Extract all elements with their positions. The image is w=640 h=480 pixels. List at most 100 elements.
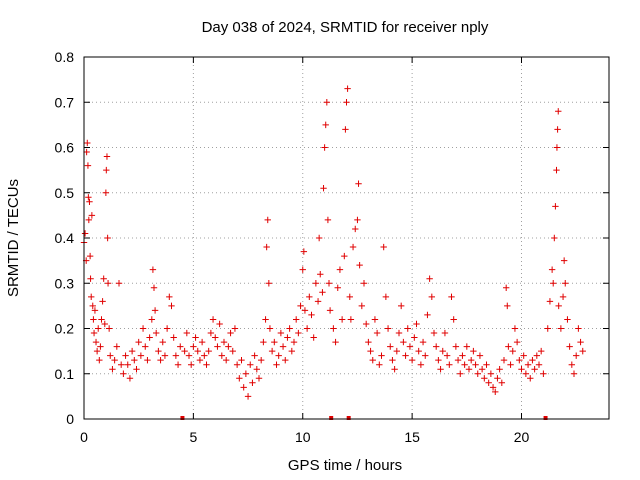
- data-point: [263, 243, 270, 251]
- data-point: [149, 266, 157, 273]
- data-point: [408, 356, 416, 364]
- data-point: [135, 338, 142, 346]
- data-point: [507, 361, 514, 368]
- data-point: [321, 144, 328, 151]
- data-point: [365, 338, 372, 346]
- data-point: [236, 375, 243, 382]
- data-point: [320, 185, 327, 192]
- data-point: [391, 366, 398, 373]
- data-point: [299, 266, 306, 273]
- data-point: [516, 356, 523, 364]
- data-point: [579, 347, 586, 355]
- data-point: [330, 325, 337, 332]
- data-point: [552, 203, 559, 210]
- data-point: [257, 356, 265, 364]
- data-point: [163, 325, 171, 332]
- data-point: [332, 338, 339, 346]
- data-point: [266, 325, 274, 332]
- data-point: [344, 85, 351, 92]
- data-point: [384, 325, 392, 332]
- data-point: [415, 347, 422, 355]
- data-point: [376, 361, 383, 368]
- data-point: [509, 347, 516, 355]
- data-point: [91, 307, 99, 314]
- data-point: [115, 280, 123, 287]
- data-point: [124, 361, 131, 368]
- data-point: [400, 338, 407, 346]
- data-point: [555, 302, 562, 310]
- data-point: [168, 302, 175, 310]
- x-tick-label: 20: [514, 429, 530, 445]
- data-point: [87, 275, 94, 282]
- data-point: [450, 316, 457, 323]
- data-point: [279, 343, 287, 350]
- data-point: [120, 370, 127, 377]
- data-point: [441, 329, 449, 337]
- data-point: [533, 352, 541, 359]
- data-point: [557, 325, 565, 332]
- data-point: [85, 216, 93, 224]
- x-tick-label: 0: [80, 429, 88, 445]
- data-point: [144, 356, 151, 364]
- data-point: [465, 366, 473, 373]
- data-point: [371, 316, 379, 323]
- data-point: [104, 280, 112, 287]
- data-point: [303, 325, 311, 332]
- y-tick-label: 0.1: [55, 366, 75, 382]
- data-point: [555, 108, 562, 115]
- data-point: [355, 180, 362, 187]
- data-point: [463, 343, 471, 350]
- data-point: [103, 166, 110, 174]
- data-point: [207, 329, 215, 337]
- data-point: [531, 366, 538, 373]
- data-point: [319, 289, 326, 296]
- data-point: [86, 198, 93, 205]
- data-point: [437, 366, 444, 373]
- data-point: [172, 352, 180, 359]
- data-point: [395, 329, 403, 337]
- data-point: [99, 298, 106, 305]
- data-point: [190, 343, 197, 350]
- data-point: [242, 370, 250, 377]
- data-point: [424, 311, 431, 319]
- data-gap-markers: [180, 416, 548, 420]
- data-point: [575, 325, 582, 332]
- y-tick-label: 0.3: [55, 275, 75, 291]
- data-point: [411, 334, 418, 341]
- data-point: [90, 329, 98, 337]
- data-point: [265, 280, 273, 287]
- data-point: [472, 361, 479, 368]
- data-point: [81, 230, 89, 237]
- data-point: [459, 352, 466, 359]
- data-point: [218, 352, 226, 359]
- data-point: [155, 347, 162, 355]
- data-point: [550, 280, 557, 287]
- data-point: [432, 343, 440, 350]
- data-point: [113, 343, 121, 350]
- data-point: [126, 375, 134, 382]
- data-point: [373, 329, 381, 337]
- data-point: [196, 356, 204, 364]
- data-point: [452, 343, 460, 350]
- data-point: [380, 243, 387, 251]
- data-point: [404, 325, 411, 332]
- y-tick-label: 0.2: [55, 321, 75, 337]
- data-point: [498, 379, 506, 386]
- data-point: [406, 343, 414, 350]
- data-point: [326, 307, 334, 314]
- x-tick-label: 10: [295, 429, 311, 445]
- data-point: [255, 375, 263, 382]
- data-point: [467, 356, 475, 364]
- data-point: [181, 347, 188, 355]
- data-point: [131, 356, 138, 364]
- plot-frame: [83, 56, 610, 420]
- data-point: [356, 261, 363, 269]
- data-point: [159, 338, 166, 346]
- data-point: [310, 334, 317, 341]
- data-point: [150, 284, 158, 291]
- data-point: [346, 293, 353, 301]
- data-point: [559, 293, 567, 301]
- data-point: [122, 352, 129, 359]
- data-point: [260, 338, 267, 346]
- data-point: [262, 316, 269, 323]
